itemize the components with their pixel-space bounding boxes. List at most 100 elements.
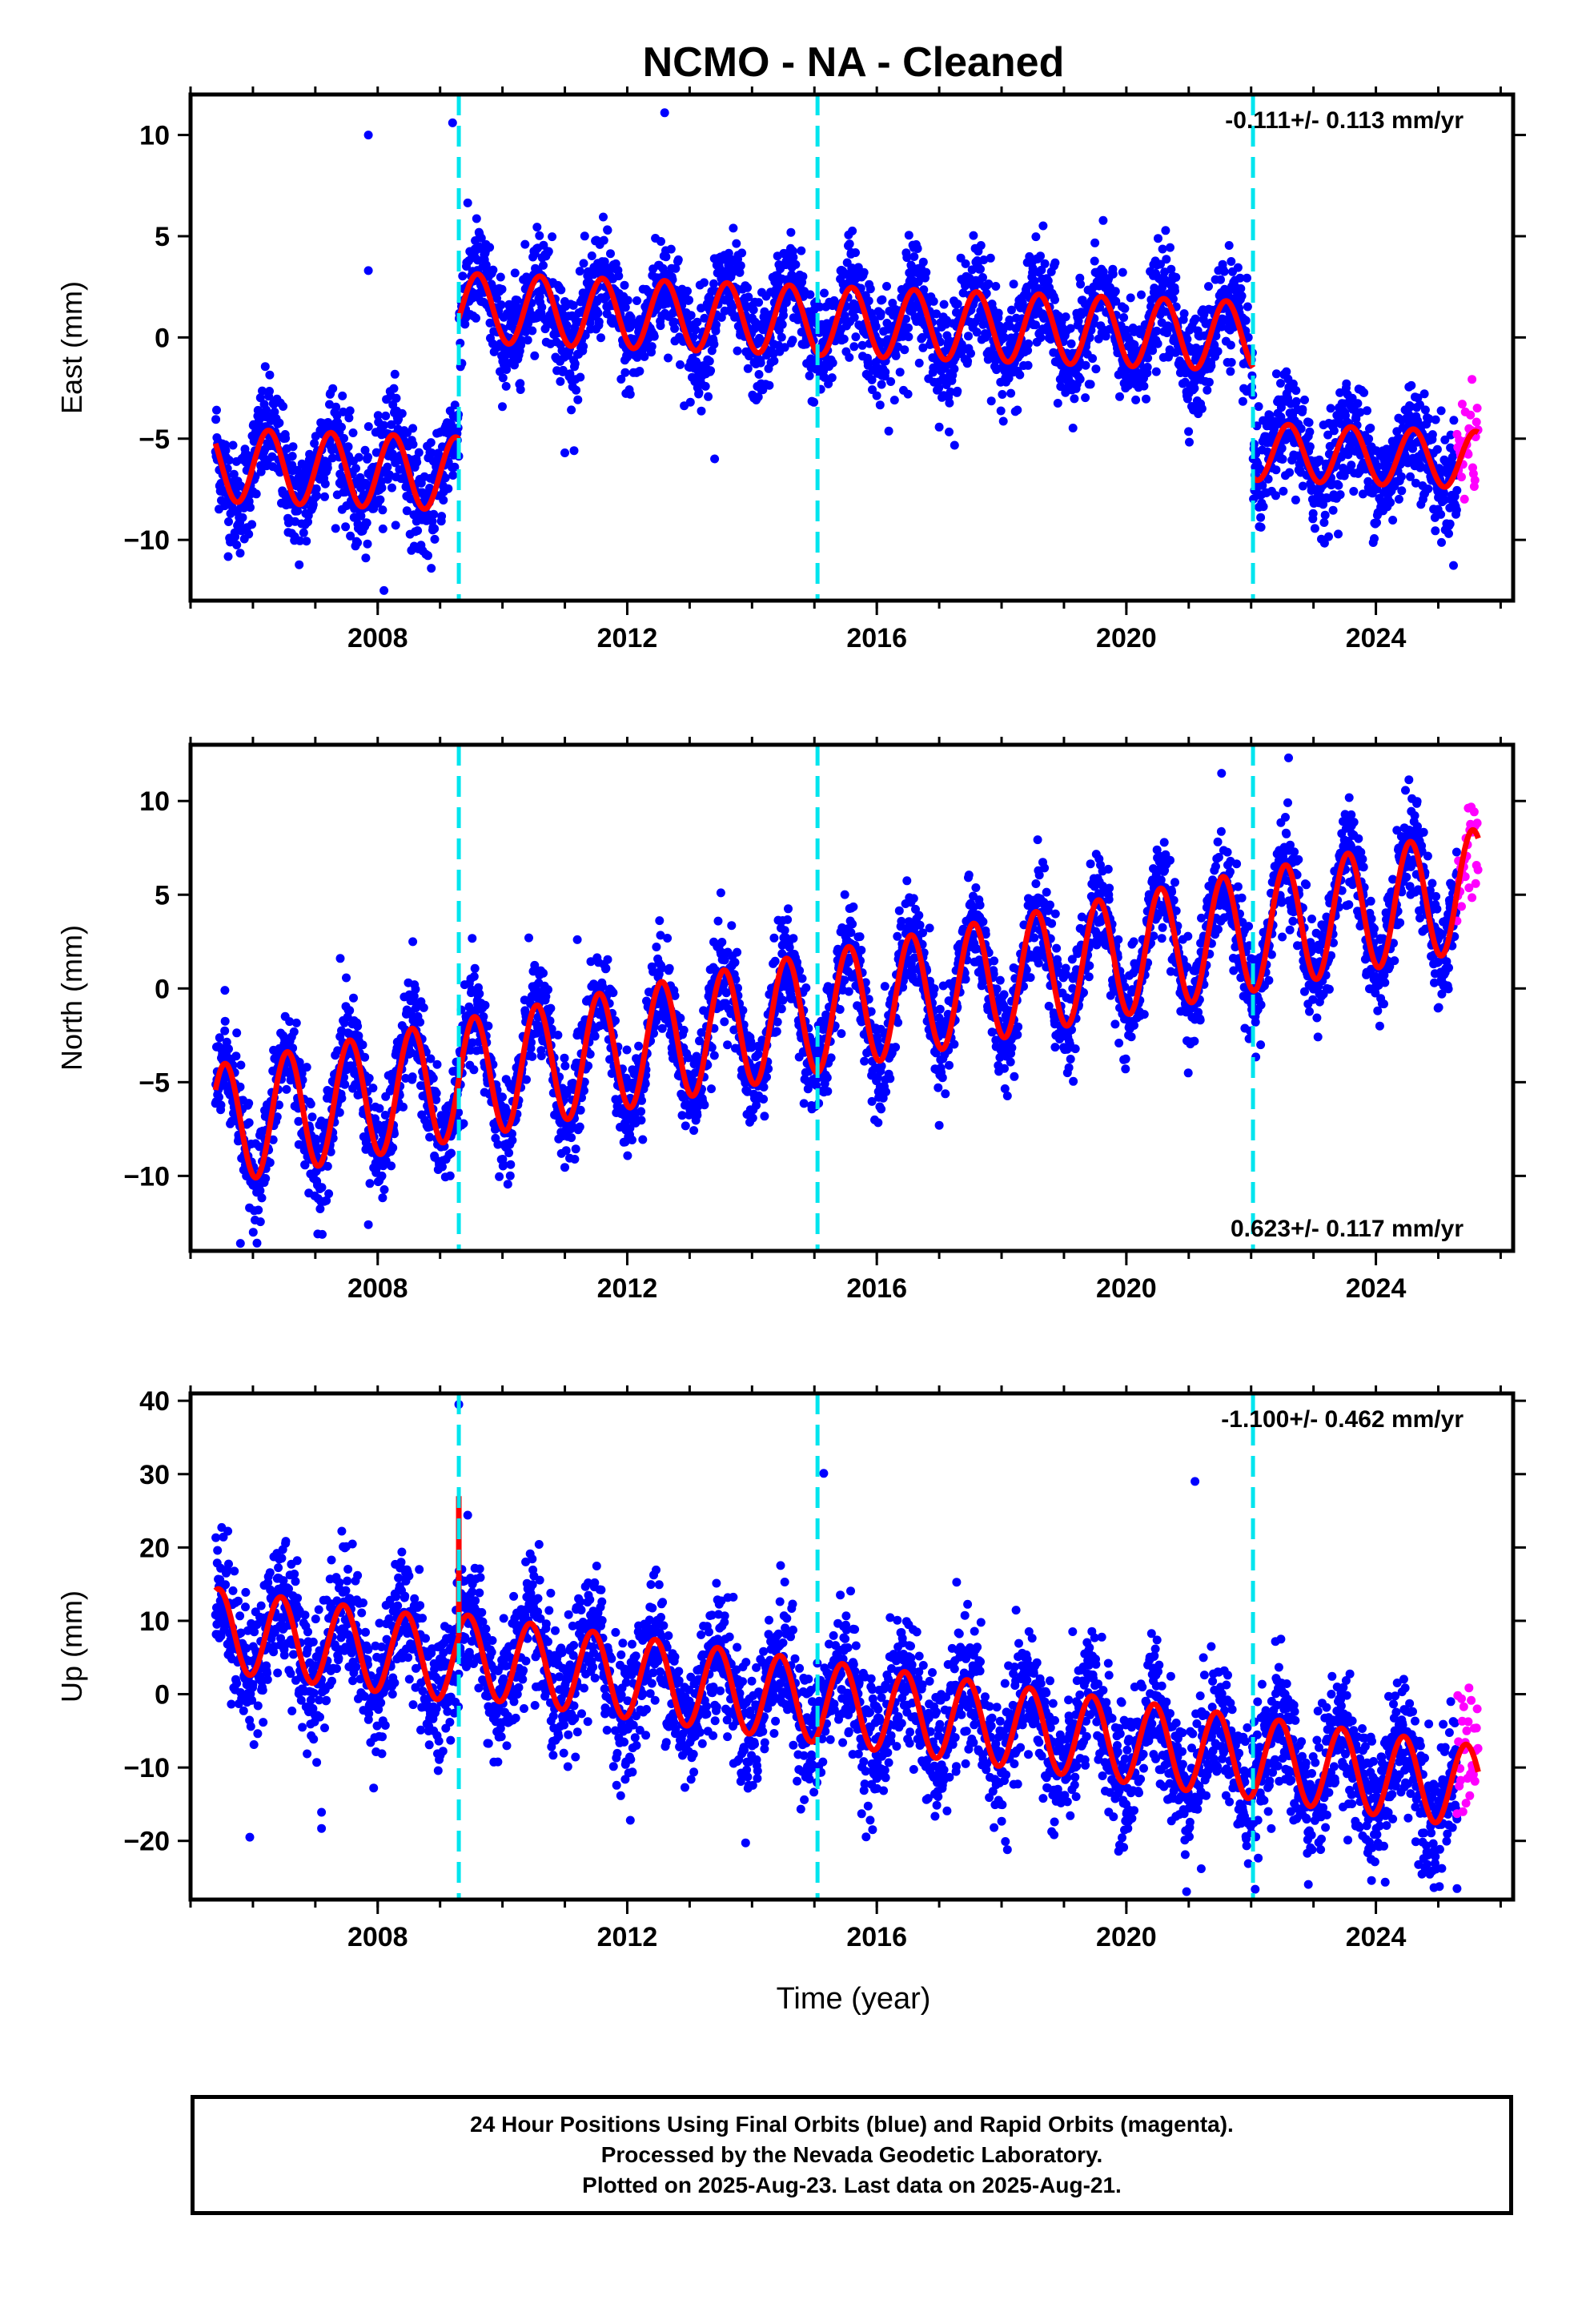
final-orbit-point: [327, 453, 337, 463]
final-orbit-point: [628, 1136, 636, 1144]
final-orbit-point: [976, 264, 985, 274]
final-orbit-point: [573, 395, 583, 404]
final-orbit-point: [1023, 360, 1033, 370]
final-orbit-point: [1291, 386, 1301, 396]
final-orbit-point: [317, 1183, 327, 1192]
final-orbit-point: [375, 1104, 384, 1113]
final-orbit-point: [585, 318, 595, 328]
final-orbit-point: [976, 241, 986, 250]
final-orbit-point: [950, 364, 959, 374]
final-orbit-point: [1431, 526, 1440, 536]
final-orbit-point: [1006, 388, 1016, 398]
final-orbit-point: [1227, 358, 1236, 367]
final-orbit-point: [1061, 312, 1070, 322]
final-orbit-point: [365, 1179, 375, 1188]
final-orbit-point: [1259, 502, 1268, 512]
final-orbit-point: [354, 452, 363, 462]
final-orbit-point: [1359, 388, 1369, 397]
final-orbit-point: [558, 365, 568, 375]
final-orbit-point: [1394, 494, 1403, 504]
final-orbit-point: [399, 1102, 408, 1112]
final-orbit-point: [1276, 379, 1285, 388]
final-orbit-point: [1436, 509, 1446, 519]
final-orbit-point: [427, 564, 436, 573]
final-orbit-point: [373, 411, 383, 420]
final-orbit-point: [945, 398, 954, 408]
outlier-point: [363, 131, 373, 140]
final-orbit-point: [1226, 367, 1235, 376]
final-orbit-point: [1224, 241, 1234, 250]
final-orbit-point: [1191, 314, 1200, 324]
final-orbit-point: [638, 1135, 648, 1144]
outlier-point: [560, 448, 569, 457]
final-orbit-point: [521, 327, 531, 336]
final-orbit-point: [1090, 238, 1100, 247]
final-orbit-point: [673, 255, 683, 264]
final-orbit-point: [320, 492, 329, 501]
final-orbit-point: [914, 358, 924, 368]
final-orbit-point: [749, 305, 758, 315]
final-orbit-point: [1237, 292, 1247, 301]
final-orbit-point: [754, 370, 764, 379]
final-orbit-point: [437, 512, 447, 521]
final-orbit-point: [339, 407, 348, 416]
final-orbit-point: [251, 489, 261, 499]
final-orbit-point: [686, 311, 696, 320]
final-orbit-point: [378, 524, 387, 533]
final-orbit-point: [1075, 375, 1085, 384]
final-orbit-point: [337, 1093, 347, 1103]
final-orbit-point: [1420, 405, 1430, 415]
final-orbit-point: [469, 1065, 479, 1075]
final-orbit-point: [1081, 360, 1090, 370]
final-orbit-point: [571, 1144, 580, 1154]
final-orbit-point: [1139, 381, 1149, 391]
final-orbit-point: [864, 296, 873, 306]
final-orbit-point: [567, 405, 576, 415]
final-orbit-point: [279, 402, 288, 411]
final-orbit-point: [691, 325, 701, 335]
final-orbit-point: [323, 1161, 332, 1171]
final-orbit-point: [891, 351, 901, 360]
final-orbit-point: [934, 384, 944, 393]
final-orbit-point: [601, 963, 611, 973]
final-orbit-point: [265, 1158, 275, 1168]
final-orbit-point: [331, 524, 340, 533]
final-orbit-point: [1216, 275, 1225, 284]
final-orbit-point: [320, 479, 330, 489]
final-orbit-point: [1050, 258, 1060, 267]
final-orbit-point: [528, 1051, 537, 1061]
final-orbit-point: [503, 1180, 512, 1189]
final-orbit-point: [701, 381, 710, 391]
final-orbit-point: [429, 509, 439, 519]
final-orbit-point: [1204, 282, 1213, 292]
final-orbit-point: [522, 1075, 531, 1084]
final-orbit-point: [964, 332, 973, 341]
final-orbit-point: [1271, 491, 1280, 501]
final-orbit-point: [663, 934, 673, 943]
final-orbit-point: [1396, 472, 1406, 481]
final-orbit-point: [871, 322, 881, 332]
final-orbit-point: [1256, 513, 1266, 522]
final-orbit-point: [238, 513, 247, 522]
final-orbit-point: [387, 420, 396, 429]
final-orbit-point: [635, 367, 644, 376]
final-orbit-point: [458, 271, 468, 281]
final-orbit-point: [1243, 302, 1252, 312]
y-tick-label: 0: [155, 323, 170, 353]
x-tick-label: 2008: [347, 623, 408, 653]
final-orbit-point: [570, 1155, 580, 1164]
final-orbit-point: [1334, 529, 1343, 539]
final-orbit-point: [1449, 416, 1459, 425]
final-orbit-point: [473, 255, 483, 265]
final-orbit-point: [1349, 487, 1359, 496]
final-orbit-point: [247, 520, 257, 529]
final-orbit-point: [340, 1080, 350, 1089]
final-orbit-point: [1308, 509, 1318, 518]
final-orbit-point: [575, 267, 584, 276]
final-orbit-point: [565, 369, 575, 379]
final-orbit-point: [1238, 396, 1247, 406]
final-orbit-point: [468, 934, 477, 943]
final-orbit-point: [378, 505, 387, 515]
final-orbit-point: [580, 331, 590, 340]
